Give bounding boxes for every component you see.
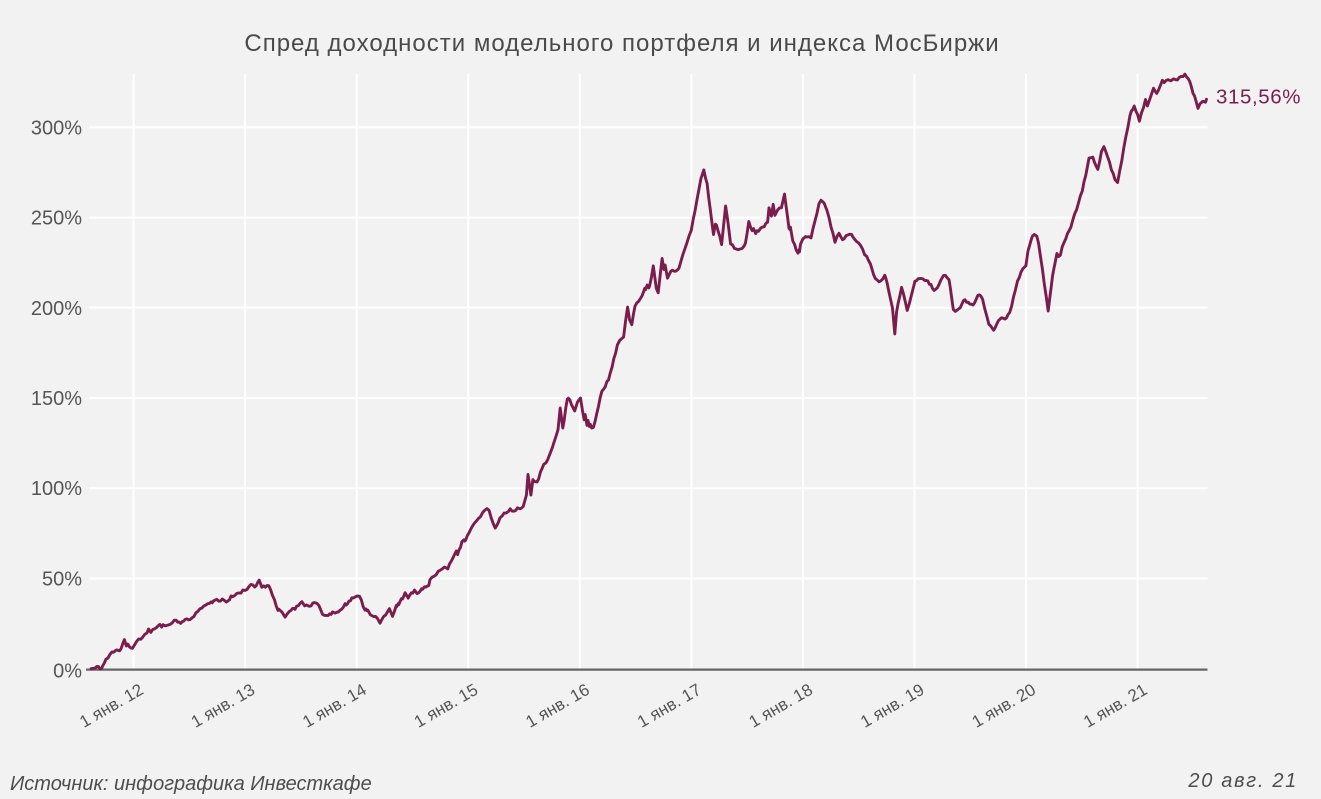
svg-text:0%: 0% [53, 661, 82, 683]
svg-text:315,56%: 315,56% [1216, 86, 1301, 109]
svg-text:300%: 300% [31, 117, 82, 139]
svg-text:100%: 100% [31, 478, 82, 500]
svg-text:200%: 200% [31, 298, 82, 320]
svg-text:Источник: инфографика Инвестка: Источник: инфографика Инвесткафе [10, 773, 372, 795]
svg-text:20 авг. 21: 20 авг. 21 [1187, 770, 1298, 792]
svg-text:250%: 250% [31, 208, 82, 230]
svg-text:150%: 150% [31, 388, 82, 410]
svg-text:50%: 50% [42, 569, 82, 591]
svg-text:Спред доходности модельного по: Спред доходности модельного портфеля и и… [244, 30, 999, 57]
